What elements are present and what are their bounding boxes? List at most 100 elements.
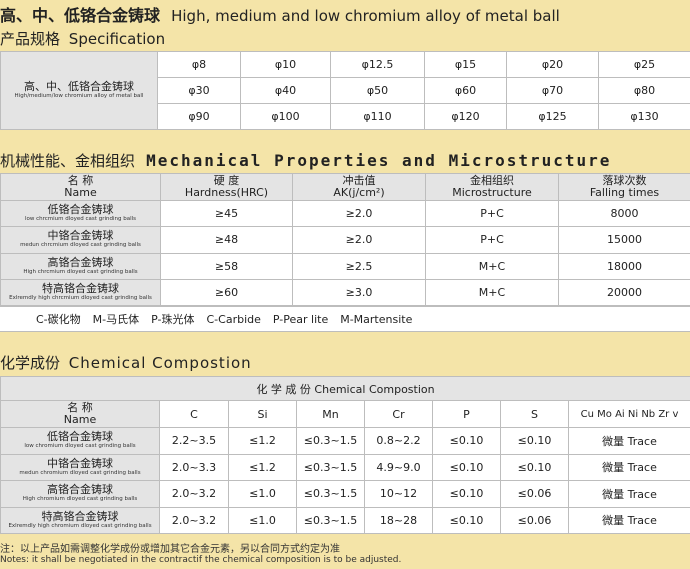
spec-cell: φ40 <box>240 77 331 104</box>
header-element: S <box>500 400 569 428</box>
row-name: 特高铬合金铸球 Exlremdly high chrcmium dloyed ca… <box>0 278 161 307</box>
cell-value: 18~28 <box>364 506 433 534</box>
spec-cell: φ70 <box>506 77 599 104</box>
cell-value: ≤1.2 <box>228 453 297 481</box>
row-name: 高铬合金铸球 High chromium dloyed cast grinding… <box>0 480 160 508</box>
spec-cell: φ90 <box>157 103 241 130</box>
cell-value: ≤0.06 <box>500 480 569 508</box>
spec-cell: φ30 <box>157 77 241 104</box>
title-en: High, medium and low chromium alloy of m… <box>171 7 560 25</box>
legend-item: P-珠光体 <box>151 313 195 326</box>
cell-value: 2.0~3.2 <box>159 506 229 534</box>
cell-value: ≤1.0 <box>228 506 297 534</box>
spec-label-cn: 高、中、低铬合金铸球 <box>24 80 134 93</box>
cell-value: 微量 Trace <box>567 506 690 534</box>
cell-value: ≤0.3~1.5 <box>296 480 365 508</box>
spec-cell: φ100 <box>240 103 331 130</box>
cell-micro: M+C <box>425 252 559 280</box>
cell-hardness: ≥60 <box>160 278 293 307</box>
legend-item: C-碳化物 <box>36 313 81 326</box>
note-en: Notes: it shall be negotiated in the con… <box>0 555 402 565</box>
header-name: 名 称 Name <box>0 400 160 428</box>
row-name: 高铬合金铸球 High chrcmium dloyed cast grinding… <box>0 252 161 280</box>
cell-value: 微量 Trace <box>567 480 690 508</box>
header-ak: 冲击值 AK(j/cm²) <box>292 173 426 201</box>
mechanical-table: 名 称 Name 硬 度 Hardness(HRC) 冲击值 AK(j/cm²) 金相… <box>0 173 690 307</box>
chem-title-cn: 化学成份 <box>0 354 61 372</box>
header-element: P <box>432 400 501 428</box>
cell-value: 10~12 <box>364 480 433 508</box>
chem-title-en: Chemical Compostion <box>68 354 252 372</box>
cell-value: ≤0.10 <box>432 480 501 508</box>
cell-hardness: ≥58 <box>160 252 293 280</box>
spec-cell: φ10 <box>240 51 331 78</box>
cell-micro: P+C <box>425 199 559 228</box>
cell-value: 4.9~9.0 <box>364 453 433 481</box>
header-element: Cr <box>364 400 433 428</box>
cell-value: 2.0~3.2 <box>159 480 229 508</box>
cell-value: 微量 Trace <box>567 453 690 481</box>
cell-value: ≤1.2 <box>228 427 297 455</box>
cell-micro: P+C <box>425 226 559 254</box>
chemical-table: 化 学 成 份 Chemical Compostion 名 称 Name C Si… <box>0 376 690 534</box>
mech-title-cn: 机械性能、金相组织 <box>0 152 136 170</box>
spec-row-label: 高、中、低铬合金铸球 High/medium/low chromium allo… <box>0 51 158 130</box>
spec-cell: φ12.5 <box>330 51 425 78</box>
cell-ak: ≥2.5 <box>292 252 426 280</box>
legend-item: C-Carbide <box>206 312 261 326</box>
spec-cell: φ25 <box>598 51 690 78</box>
title-cn: 高、中、低铬合金铸球 <box>0 6 161 25</box>
spec-cell: φ50 <box>330 77 425 104</box>
spec-cell: φ80 <box>598 77 690 104</box>
spec-cell: φ60 <box>424 77 507 104</box>
cell-ak: ≥2.0 <box>292 199 426 228</box>
cell-ak: ≥2.0 <box>292 226 426 254</box>
row-name: 低铬合金铸球 low chrcmium dloyed cast grinding … <box>0 199 161 228</box>
spec-cell: φ120 <box>424 103 507 130</box>
cell-value: ≤0.10 <box>432 427 501 455</box>
cell-value: ≤0.3~1.5 <box>296 453 365 481</box>
spec-label-en: High/medium/low chromium alloy of metal … <box>14 93 144 99</box>
cell-hardness: ≥48 <box>160 226 293 254</box>
note-cn: 注：以上产品如需调整化学成份或增加其它合金元素，另以合同方式约定为准 <box>0 544 340 555</box>
cell-value: ≤0.10 <box>432 506 501 534</box>
legend-item: P-Pear lite <box>272 312 329 326</box>
cell-value: ≤0.3~1.5 <box>296 427 365 455</box>
cell-value: 0.8~2.2 <box>364 427 433 455</box>
row-name: 中铬合金铸球 medun chromium dloyed cast grindin… <box>0 453 160 481</box>
page-title: 高、中、低铬合金铸球 High, medium and low chromium… <box>0 2 560 26</box>
spec-cell: φ130 <box>598 103 690 130</box>
cell-value: ≤0.06 <box>500 506 569 534</box>
header-name: 名 称 Name <box>0 173 161 201</box>
cell-hardness: ≥45 <box>160 199 293 228</box>
chemical-heading: 化学成份 Chemical Compostion <box>0 352 252 373</box>
cell-ak: ≥3.0 <box>292 278 426 307</box>
cell-value: ≤0.10 <box>432 453 501 481</box>
cell-value: 2.2~3.5 <box>159 427 229 455</box>
spec-cn: 产品规格 <box>0 30 61 48</box>
row-name: 中铬合金铸球 medun chrcmium dloyed cast grindin… <box>0 226 161 254</box>
header-element: C <box>159 400 229 428</box>
spec-cell: φ8 <box>157 51 241 78</box>
mech-title-en: Mechanical Properties and Microstructure <box>146 151 612 170</box>
cell-micro: M+C <box>425 278 559 307</box>
cell-falling: 15000 <box>558 226 690 254</box>
header-micro: 金相组织 Microstructure <box>425 173 559 201</box>
header-hardness: 硬 度 Hardness(HRC) <box>160 173 293 201</box>
row-name: 特高铬合金铸球 Exlremdly high chromium dloyed ca… <box>0 506 160 534</box>
cell-value: ≤1.0 <box>228 480 297 508</box>
header-element: Mn <box>296 400 365 428</box>
cell-value: 2.0~3.3 <box>159 453 229 481</box>
mechanical-heading: 机械性能、金相组织 Mechanical Properties and Micr… <box>0 150 611 171</box>
chemical-table-title: 化 学 成 份 Chemical Compostion <box>0 376 690 401</box>
legend-item: M-马氏体 <box>92 313 140 326</box>
cell-falling: 18000 <box>558 252 690 280</box>
cell-falling: 20000 <box>558 278 690 307</box>
row-name: 低铬合金铸球 low chromium dloyed cast grinding … <box>0 427 160 455</box>
header-element: Cu Mo Ai Ni Nb Zr v <box>567 400 690 428</box>
cell-value: ≤0.3~1.5 <box>296 506 365 534</box>
spec-heading: 产品规格 Specification <box>0 28 165 49</box>
header-element: Si <box>228 400 297 428</box>
spec-cell: φ110 <box>330 103 425 130</box>
cell-value: 微量 Trace <box>567 427 690 455</box>
